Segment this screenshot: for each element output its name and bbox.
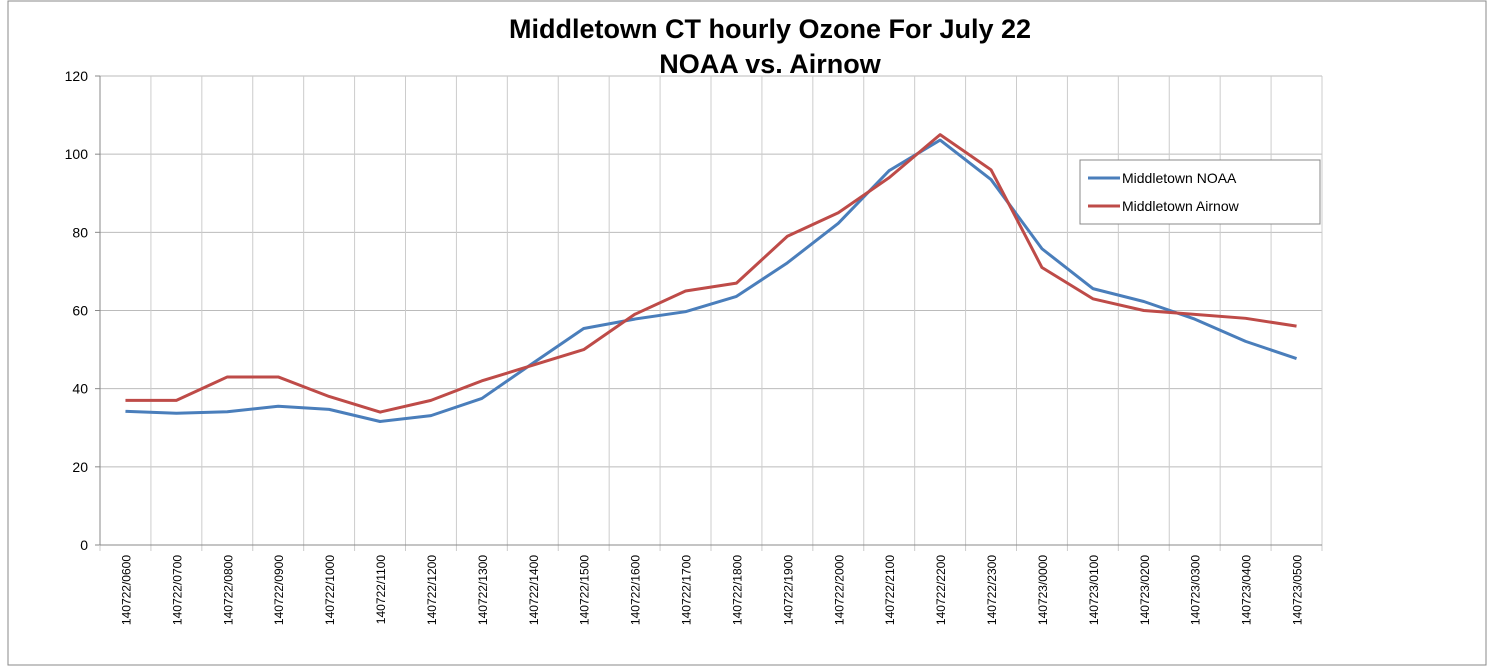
x-tick-label: 140722/1000: [323, 555, 337, 625]
y-tick-label: 100: [65, 146, 89, 162]
x-tick-label: 140722/1300: [476, 555, 490, 625]
x-tick-label: 140722/1100: [374, 555, 388, 625]
chart-title: Middletown CT hourly Ozone For July 22: [509, 14, 1031, 44]
x-tick-label: 140722/1900: [781, 555, 795, 625]
x-tick-label: 140723/0400: [1240, 555, 1254, 625]
y-tick-label: 40: [72, 381, 88, 397]
x-tick-label: 140722/1500: [578, 555, 592, 625]
x-tick-label: 140722/1600: [629, 555, 643, 625]
x-tick-label: 140723/0200: [1138, 555, 1152, 625]
y-tick-label: 120: [65, 68, 89, 84]
x-tick-label: 140722/1700: [680, 555, 694, 625]
x-tick-label: 140722/0900: [272, 555, 286, 625]
x-tick-label: 140722/1200: [425, 555, 439, 625]
x-tick-label: 140722/2200: [934, 555, 948, 625]
x-tick-label: 140723/0500: [1291, 555, 1305, 625]
x-tick-label: 140722/0700: [170, 555, 184, 625]
chart-frame: [7, 0, 1487, 666]
y-tick-label: 80: [72, 224, 88, 240]
x-tick-label: 140723/0000: [1036, 555, 1050, 625]
chart-title: NOAA vs. Airnow: [659, 49, 882, 79]
legend-box: [1079, 159, 1321, 225]
legend-label: Middletown NOAA: [1122, 170, 1237, 186]
x-tick-label: 140722/1800: [730, 555, 744, 625]
legend-label: Middletown Airnow: [1122, 198, 1240, 214]
x-tick-label: 140723/0300: [1189, 555, 1203, 625]
x-tick-label: 140722/2000: [832, 555, 846, 625]
x-tick-label: 140722/0600: [119, 555, 133, 625]
x-tick-label: 140723/0100: [1087, 555, 1101, 625]
x-tick-label: 140722/2100: [883, 555, 897, 625]
y-tick-label: 0: [80, 537, 88, 553]
x-tick-label: 140722/2300: [985, 555, 999, 625]
x-tick-label: 140722/1400: [527, 555, 541, 625]
y-tick-label: 20: [72, 459, 88, 475]
x-tick-label: 140722/0800: [221, 555, 235, 625]
y-tick-label: 60: [72, 303, 88, 319]
series-line: [125, 138, 1298, 423]
series-line: [125, 133, 1297, 414]
